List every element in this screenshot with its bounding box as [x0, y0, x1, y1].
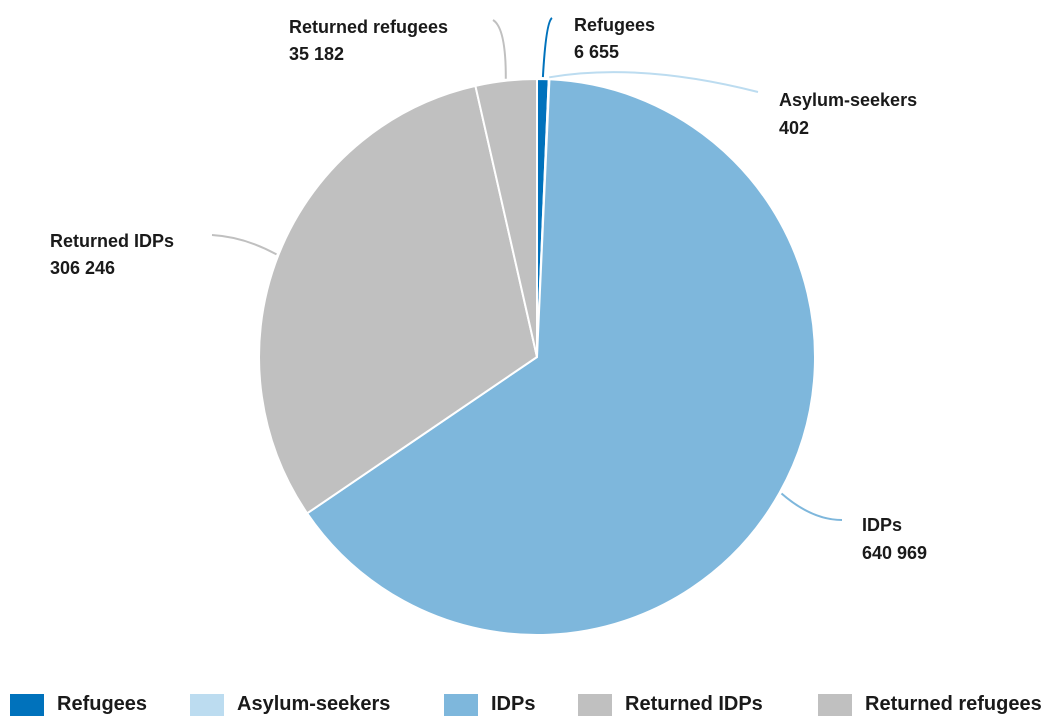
slice-label-returned-idps-name: Returned IDPs [50, 231, 174, 251]
legend-label: Asylum-seekers [237, 693, 391, 715]
slice-label-refugees-value: 6 655 [574, 42, 619, 62]
legend-item-returned-refugees: Returned refugees [818, 690, 1042, 719]
legend-item-idps: IDPs [444, 690, 535, 719]
legend-label: Returned IDPs [625, 693, 763, 715]
slice-label-idps-value: 640 969 [862, 543, 927, 563]
leader-line-refugees [541, 17, 553, 78]
legend-item-refugees: Refugees [10, 690, 147, 719]
legend-swatch [444, 693, 478, 716]
legend-swatch [190, 693, 224, 716]
legend-swatch [578, 693, 612, 716]
slice-label-refugees-name: Refugees [574, 15, 655, 35]
legend-item-returned-idps: Returned IDPs [578, 690, 763, 719]
pie-slice-idps [306, 78, 816, 636]
slice-label-returned-refugees-name: Returned refugees [289, 17, 448, 37]
pie-chart: Refugees 6 655 Asylum-seekers 402 IDPs 6… [50, 15, 927, 636]
leader-line-idps [780, 492, 843, 521]
slice-label-returned-refugees-value: 35 182 [289, 44, 344, 64]
slice-label-idps-name: IDPs [862, 515, 902, 535]
legend: Refugees Asylum-seekers IDPs Returned ID… [0, 690, 1063, 719]
slice-label-asylum-seekers-name: Asylum-seekers [779, 90, 917, 110]
leader-line-returned-refugees [492, 19, 507, 79]
leader-line-asylum-seekers [549, 71, 759, 93]
pie-slice-returned-idps [258, 84, 538, 515]
legend-swatch [818, 693, 852, 716]
legend-swatch [10, 693, 44, 716]
legend-label: Refugees [57, 693, 148, 715]
slice-label-returned-idps-value: 306 246 [50, 258, 115, 278]
legend-label: IDPs [491, 693, 536, 715]
pie-slices [258, 78, 816, 636]
pie-slice-returned-refugees [474, 78, 538, 358]
legend-item-asylum-seekers: Asylum-seekers [190, 690, 390, 719]
legend-label: Returned refugees [865, 693, 1042, 715]
leader-lines [211, 17, 843, 521]
leader-line-returned-idps [211, 234, 277, 256]
slice-label-asylum-seekers-value: 402 [779, 118, 809, 138]
